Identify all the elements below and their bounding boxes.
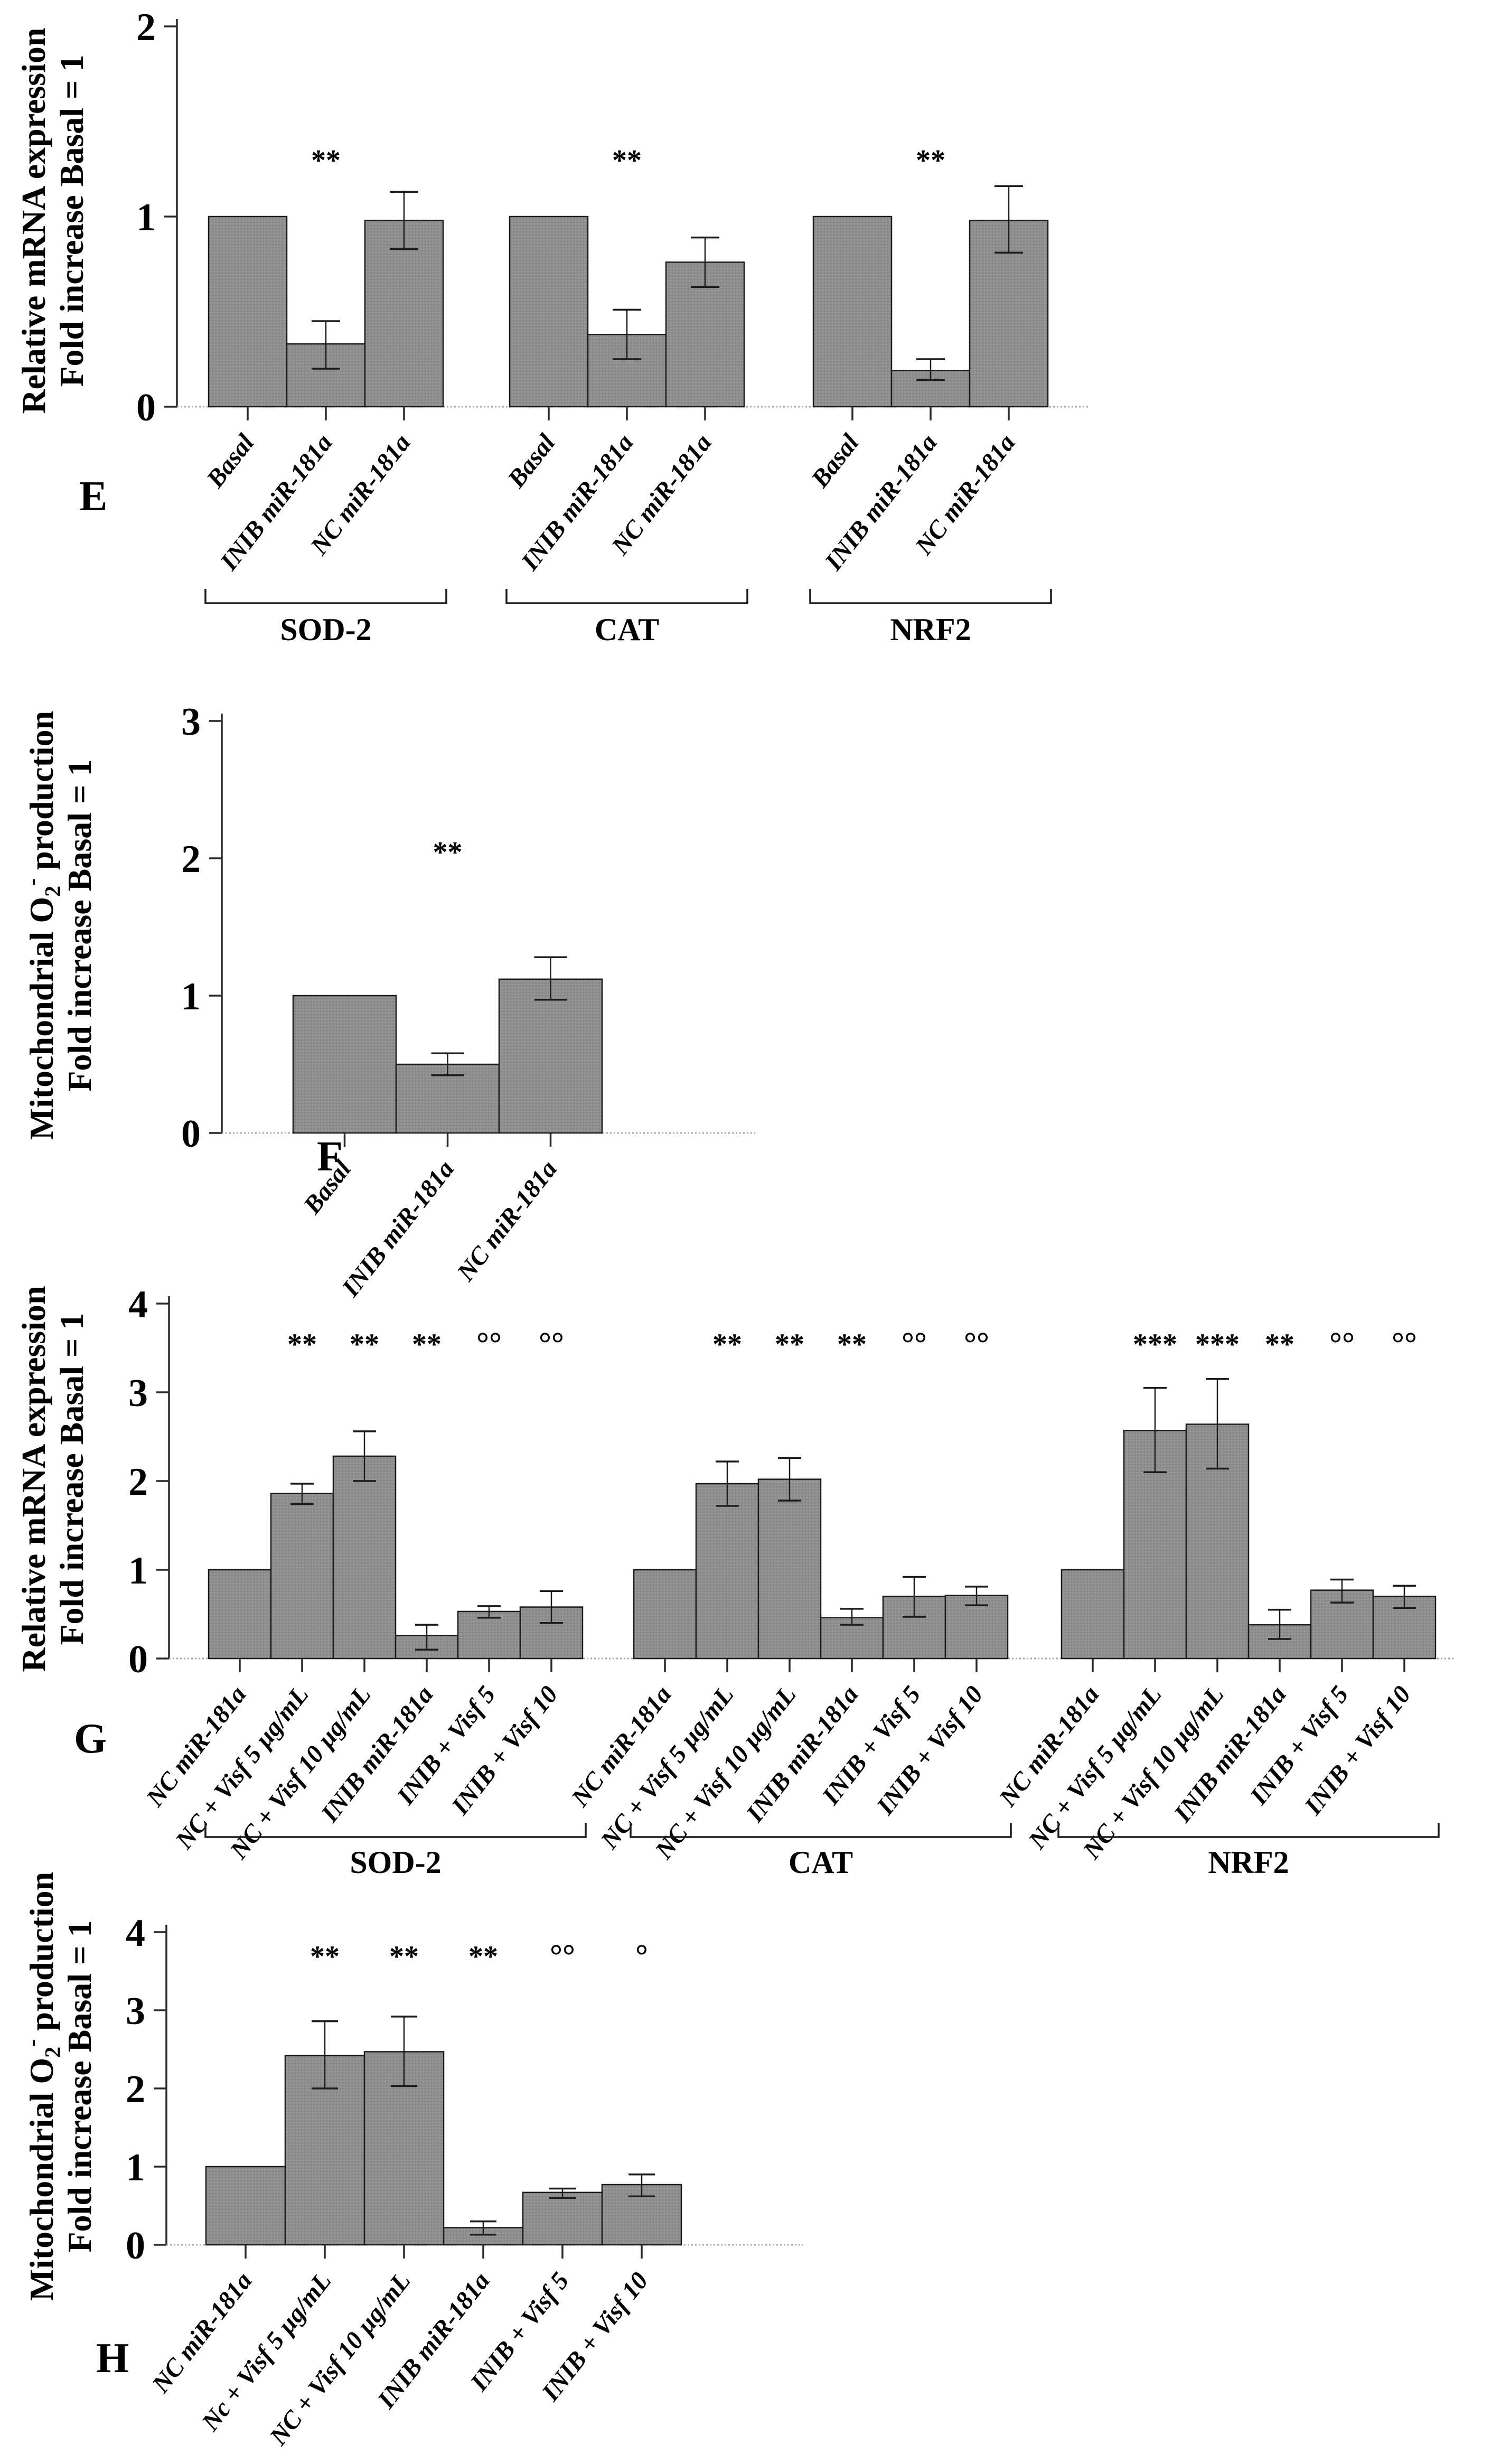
svg-text:°°: °° [476,1326,502,1361]
svg-text:NC + Visf 10 µg/mL: NC + Visf 10 µg/mL [264,2267,416,2451]
svg-text:4: 4 [126,1912,145,1955]
svg-text:INIB miR-181a: INIB miR-181a [740,1681,864,1828]
svg-text:**: ** [712,1328,742,1361]
svg-text:NC miR-181a: NC miR-181a [451,1155,562,1287]
svg-text:Fold increase Basal = 1: Fold increase Basal = 1 [61,759,98,1091]
svg-text:3: 3 [181,700,201,744]
svg-text:***: *** [1133,1328,1177,1361]
panel-letter-F: F [317,1133,343,1180]
svg-text:NRF2: NRF2 [890,612,971,647]
panel-letter-G: G [74,1716,107,1762]
svg-text:Relative mRNA expression: Relative mRNA expression [15,27,52,414]
svg-text:1: 1 [181,975,201,1018]
svg-text:°°: °° [550,1938,575,1973]
svg-text:°°: °° [902,1326,927,1361]
svg-text:SOD-2: SOD-2 [280,612,371,647]
svg-text:1: 1 [128,1549,148,1592]
svg-text:2: 2 [128,1460,148,1504]
svg-text:CAT: CAT [595,612,659,647]
svg-text:0: 0 [128,1638,148,1681]
svg-text:Basal: Basal [201,429,260,493]
svg-text:0: 0 [126,2224,145,2268]
svg-text:**: ** [412,1328,442,1361]
svg-text:**: ** [310,1940,340,1973]
svg-text:**: ** [612,144,642,177]
panel-letter-H: H [96,2335,129,2382]
svg-text:2: 2 [181,838,201,881]
panel-letter-E: E [79,473,108,520]
svg-text:Basal: Basal [502,429,561,493]
svg-text:**: ** [1265,1328,1294,1361]
svg-text:°: ° [635,1938,648,1973]
svg-text:Fold increase Basal = 1: Fold increase Basal = 1 [53,54,90,387]
svg-text:NRF2: NRF2 [1208,1845,1289,1880]
svg-text:3: 3 [128,1372,148,1415]
svg-text:***: *** [1195,1328,1240,1361]
svg-text:**: ** [775,1328,804,1361]
svg-text:3: 3 [126,1990,145,2033]
svg-text:INIB miR-181a: INIB miR-181a [315,1681,439,1828]
svg-text:INIB miR-181a: INIB miR-181a [336,1155,459,1302]
svg-text:SOD-2: SOD-2 [350,1845,441,1880]
svg-text:**: ** [837,1328,867,1361]
svg-text:°°: °° [964,1326,989,1361]
svg-text:CAT: CAT [789,1845,853,1880]
svg-text:4: 4 [128,1283,148,1326]
svg-text:**: ** [433,836,463,869]
svg-text:°°: °° [1329,1326,1355,1361]
svg-text:0: 0 [136,386,156,429]
svg-text:Mitochondrial O2- production: Mitochondrial O2- production [20,711,65,1140]
svg-text:Basal: Basal [805,429,865,493]
svg-text:2: 2 [136,6,156,49]
svg-text:°°: °° [1392,1326,1417,1361]
svg-text:0: 0 [181,1112,201,1156]
svg-text:Fold increase Basal = 1: Fold increase Basal = 1 [61,1920,98,2252]
svg-text:Relative mRNA expression: Relative mRNA expression [15,1286,52,1672]
svg-text:**: ** [287,1328,317,1361]
svg-text:**: ** [468,1940,498,1973]
svg-text:Fold increase Basal = 1: Fold increase Basal = 1 [53,1313,90,1645]
svg-text:**: ** [916,144,945,177]
svg-text:Mitochondrial O2- production: Mitochondrial O2- production [20,1872,65,2301]
svg-text:1: 1 [126,2146,145,2189]
svg-text:2: 2 [126,2068,145,2111]
svg-text:1: 1 [136,196,156,239]
svg-text:**: ** [350,1328,379,1361]
svg-text:°°: °° [539,1326,564,1361]
svg-text:**: ** [311,144,341,177]
svg-text:INIB miR-181a: INIB miR-181a [1168,1681,1292,1828]
svg-text:**: ** [389,1940,419,1973]
